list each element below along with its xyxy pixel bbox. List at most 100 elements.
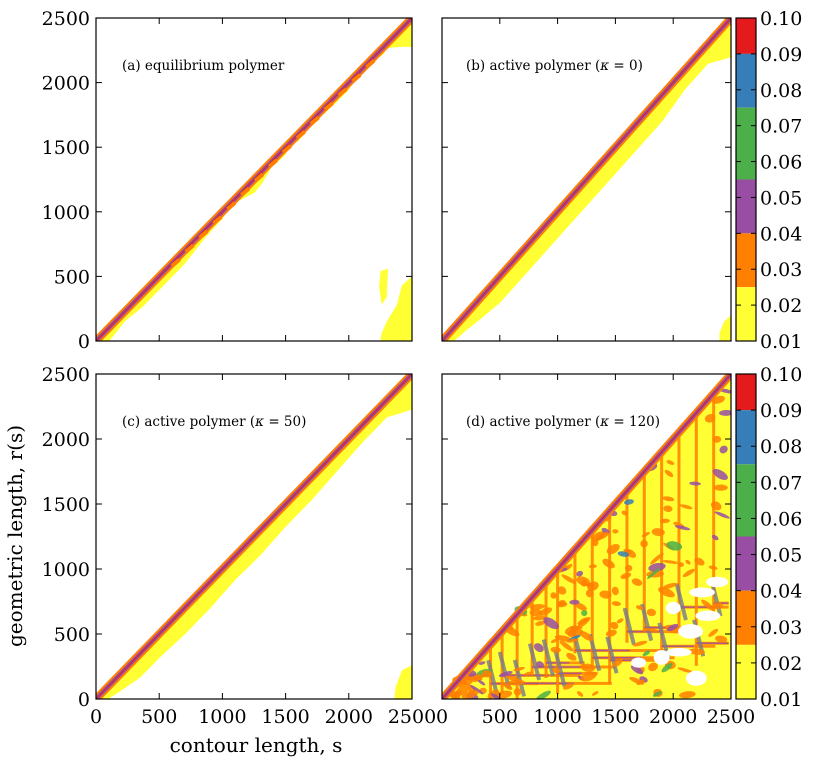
- hotspot: [536, 661, 545, 668]
- diagonal-band: [351, 73, 362, 83]
- hotspot: [561, 574, 577, 584]
- hotspot: [535, 690, 551, 699]
- hotspot: [477, 679, 486, 686]
- panel-c: 0 500 1000 1500 2000 2500 0 500 1000 1500 2000 2500…: [42, 364, 437, 728]
- hotspot: [616, 618, 624, 624]
- diagonal-band: [337, 87, 348, 98]
- hotspot: [550, 646, 561, 653]
- axes-frame: [441, 373, 732, 700]
- hotspot: [648, 562, 666, 572]
- hotspot: [647, 568, 661, 579]
- colorbar-1: 0.10 0.09 0.08 0.07 0.06 0.05 0.04 0.03 0.02 0.01: [735, 8, 802, 353]
- low-value-hole: [653, 649, 670, 665]
- colorbar-band: [736, 464, 756, 537]
- y-tick-label: 500: [54, 624, 90, 646]
- colorbar-frame: [735, 373, 757, 700]
- panel-heatmap: [442, 18, 731, 341]
- diagonal-band: [170, 258, 181, 268]
- y-tick-label: 2000: [42, 429, 90, 451]
- hotspot: [576, 570, 584, 577]
- panel-label: (d) active polymer (κ = 120): [466, 414, 660, 430]
- hotspot: [666, 541, 683, 551]
- hotspot: [621, 510, 628, 516]
- hotspot: [478, 661, 486, 665]
- x-tick-label: 500: [482, 706, 518, 728]
- panel-label: (a) equilibrium polymer: [122, 58, 285, 74]
- diagonal-band: [226, 201, 237, 211]
- low-value-hole: [630, 657, 647, 668]
- y-tick-label: 1500: [42, 137, 90, 159]
- colorbar-band: [736, 179, 756, 234]
- colorbar-band: [736, 374, 756, 411]
- hotspot: [662, 560, 679, 564]
- colorbar-tick-label: 0.05: [760, 187, 802, 209]
- diagonal-band: [96, 374, 412, 699]
- panel-d: 0 500 1000 1500 2000 2500 (d) active polymer (…: [436, 373, 755, 728]
- y-tick-label: 500: [54, 266, 90, 288]
- y-tick-label: 0: [78, 689, 90, 711]
- colorbar-tick-label: 0.05: [760, 545, 802, 567]
- hotspot: [539, 607, 553, 616]
- hotspot: [666, 460, 675, 465]
- panel-label: (b) active polymer (κ = 0): [466, 58, 643, 74]
- colorbar-frame: [735, 17, 757, 342]
- y-tick-label: 0: [78, 331, 90, 353]
- low-value-hole: [689, 587, 715, 598]
- panel-label: (c) active polymer (κ = 50): [122, 414, 306, 430]
- hotspot: [610, 621, 619, 630]
- hotspot: [576, 691, 584, 697]
- hotspot: [562, 683, 574, 690]
- hotspot: [640, 539, 648, 548]
- x-tick-label: 2000: [325, 706, 373, 728]
- colorbar-tick-label: 0.09: [760, 44, 802, 66]
- streak: [674, 583, 688, 621]
- hotspot: [710, 501, 722, 511]
- diagonal-band: [281, 144, 292, 154]
- y-tick-label: 1000: [42, 559, 90, 581]
- hotspot: [524, 671, 533, 676]
- yellow-patch: [379, 268, 388, 305]
- hotspot: [588, 564, 597, 569]
- hotspot: [550, 638, 558, 643]
- hotspot: [712, 435, 722, 443]
- x-tick-label: 2000: [649, 706, 697, 728]
- hotspot: [532, 615, 546, 621]
- diagonal-band: [365, 59, 376, 69]
- hotspot: [455, 690, 462, 695]
- x-tick-label: 1000: [198, 706, 246, 728]
- hotspot: [694, 557, 705, 566]
- low-value-hole: [706, 576, 729, 588]
- y-tick-label: 1500: [42, 494, 90, 516]
- hotspot: [687, 648, 705, 655]
- hotspot: [642, 627, 660, 633]
- hotspot: [714, 511, 730, 519]
- x-tick-label: 1500: [591, 706, 639, 728]
- hotspot: [581, 609, 588, 617]
- hotspot: [513, 687, 522, 696]
- colorbar-tick-label: 0.06: [760, 508, 802, 530]
- hotspot: [620, 572, 632, 579]
- hotspot: [595, 532, 610, 540]
- hotspot: [678, 691, 696, 699]
- hotspot: [580, 671, 597, 682]
- hotspot: [552, 667, 561, 674]
- hotspot: [631, 578, 643, 586]
- hotspot: [650, 552, 664, 565]
- x-tick-label: 500: [141, 706, 177, 728]
- hotspot: [648, 662, 658, 672]
- low-value-hole: [695, 610, 721, 621]
- streak: [640, 603, 654, 642]
- hotspot: [612, 657, 623, 667]
- colorbar-tick-label: 0.10: [760, 8, 802, 30]
- hotspot: [529, 608, 543, 617]
- hotspot: [718, 410, 731, 416]
- x-axis-title: contour length, s: [170, 733, 343, 757]
- colorbar-band: [736, 590, 756, 645]
- diagonal-band: [253, 172, 265, 183]
- colorbar-band: [736, 410, 756, 465]
- hotspot: [712, 395, 725, 404]
- hotspot: [663, 505, 673, 513]
- hotspot: [624, 564, 633, 572]
- colorbar-tick-label: 0.02: [760, 653, 802, 675]
- colorbar-band: [736, 536, 756, 591]
